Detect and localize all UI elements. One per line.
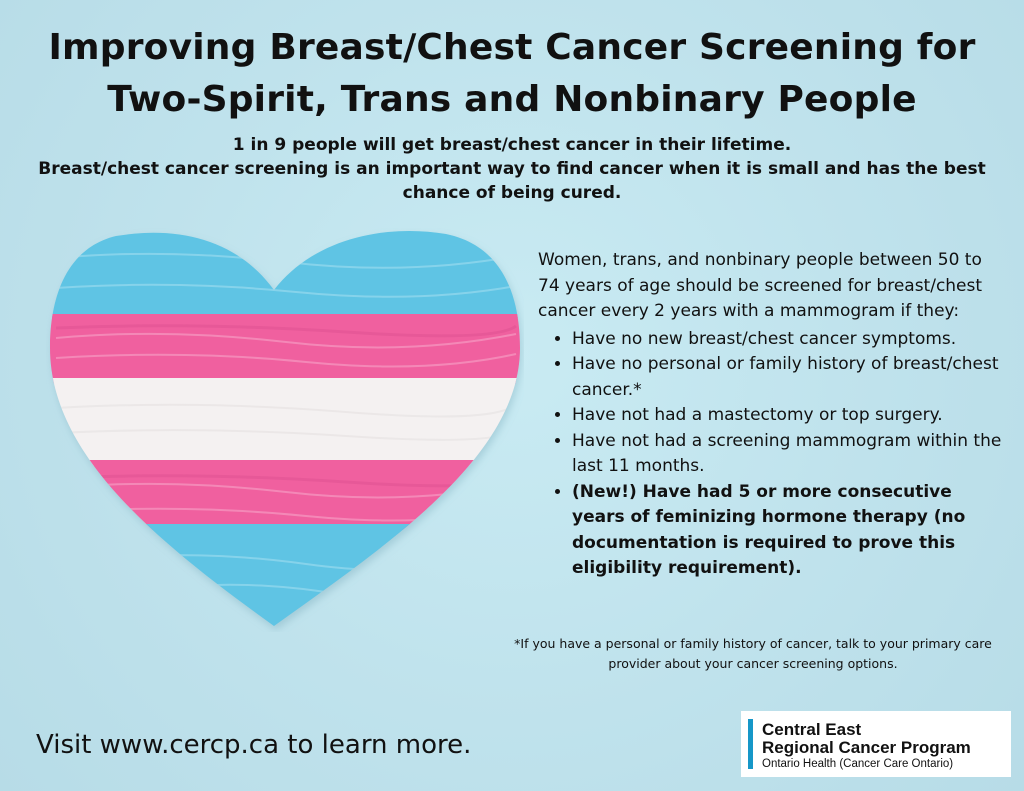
cercp-logo: Central East Regional Cancer Program Ont… [741,711,1011,777]
eligibility-section: Women, trans, and nonbinary people betwe… [538,248,1008,582]
stripe-blue-top [50,230,520,318]
logo-line-1: Central East [762,720,862,739]
trans-flag-heart-image [46,228,524,632]
stripe-blue-bottom [50,524,520,627]
stripe-white [50,378,520,466]
heart-icon [50,230,520,627]
list-item: Have no personal or family history of br… [572,352,1008,403]
logo-line-2: Regional Cancer Program [762,738,971,757]
importance-text: Breast/chest cancer screening is an impo… [38,159,986,203]
logo-accent-bar [748,719,753,769]
list-item: Have no new breast/chest cancer symptoms… [572,327,1008,353]
footnote: *If you have a personal or family histor… [514,636,992,671]
list-item-new-requirement: (New!) Have had 5 or more consecutive ye… [572,480,1008,582]
visit-website-text: Visit www.cercp.ca to learn more. [36,730,472,760]
subheading: 1 in 9 people will get breast/chest canc… [0,133,1024,205]
stripe-pink-bottom [50,460,520,530]
list-item: Have not had a mastectomy or top surgery… [572,403,1008,429]
statistic-text: 1 in 9 people will get breast/chest canc… [232,135,792,155]
eligibility-list: Have no new breast/chest cancer symptoms… [538,327,1008,582]
eligibility-intro: Women, trans, and nonbinary people betwe… [538,250,983,321]
poster-title: Improving Breast/Chest Cancer Screening … [0,22,1024,126]
logo-line-3: Ontario Health (Cancer Care Ontario) [762,758,954,770]
stripe-pink-top [50,314,520,384]
title-line-2: Two-Spirit, Trans and Nonbinary People [107,79,917,120]
title-line-1: Improving Breast/Chest Cancer Screening … [48,27,976,68]
list-item: Have not had a screening mammogram withi… [572,429,1008,480]
